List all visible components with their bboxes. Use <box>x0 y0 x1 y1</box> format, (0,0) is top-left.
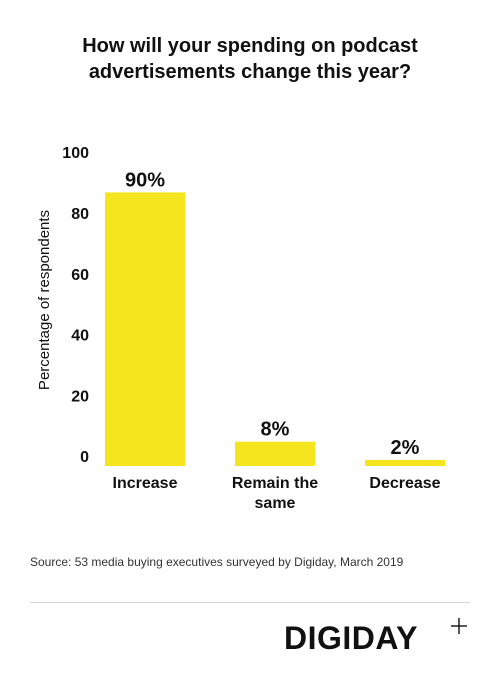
footer-divider <box>30 602 470 603</box>
x-tick-label: Decrease <box>369 475 440 492</box>
x-tick-label: Remain the same <box>232 475 318 512</box>
y-tick-label: 100 <box>62 145 89 162</box>
plus-icon <box>451 618 467 634</box>
y-tick-label: 80 <box>71 206 89 223</box>
y-axis-label: Percentage of respondents <box>36 210 53 390</box>
source-note: Source: 53 media buying executives surve… <box>30 555 404 569</box>
bar <box>235 441 315 466</box>
chart-title-line-1: How will your spending on podcast <box>82 35 418 57</box>
chart-title-line-2: advertisements change this year? <box>88 61 412 83</box>
data-label: 90% <box>125 169 165 191</box>
y-tick-label: 20 <box>71 388 89 405</box>
data-label: 8% <box>261 419 290 441</box>
bar <box>105 192 185 466</box>
bar-chart: 0 20 40 60 80 100 Percentage of respondents 9… <box>36 145 445 512</box>
y-tick-label: 40 <box>71 328 89 345</box>
chart-title: How will your spending on podcast advert… <box>40 33 460 85</box>
x-tick-label: Increase <box>113 475 178 492</box>
y-axis-ticks: 0 20 40 60 80 100 <box>62 145 89 466</box>
bars <box>105 192 445 466</box>
y-tick-label: 0 <box>80 449 89 466</box>
x-axis-categories: Increase Remain the same Decrease <box>113 475 441 512</box>
data-labels: 90% 8% 2% <box>125 169 420 459</box>
y-tick-label: 60 <box>71 267 89 284</box>
digiday-logo: DIGIDAY <box>284 620 418 656</box>
bar <box>365 459 445 466</box>
data-label: 2% <box>391 437 420 459</box>
